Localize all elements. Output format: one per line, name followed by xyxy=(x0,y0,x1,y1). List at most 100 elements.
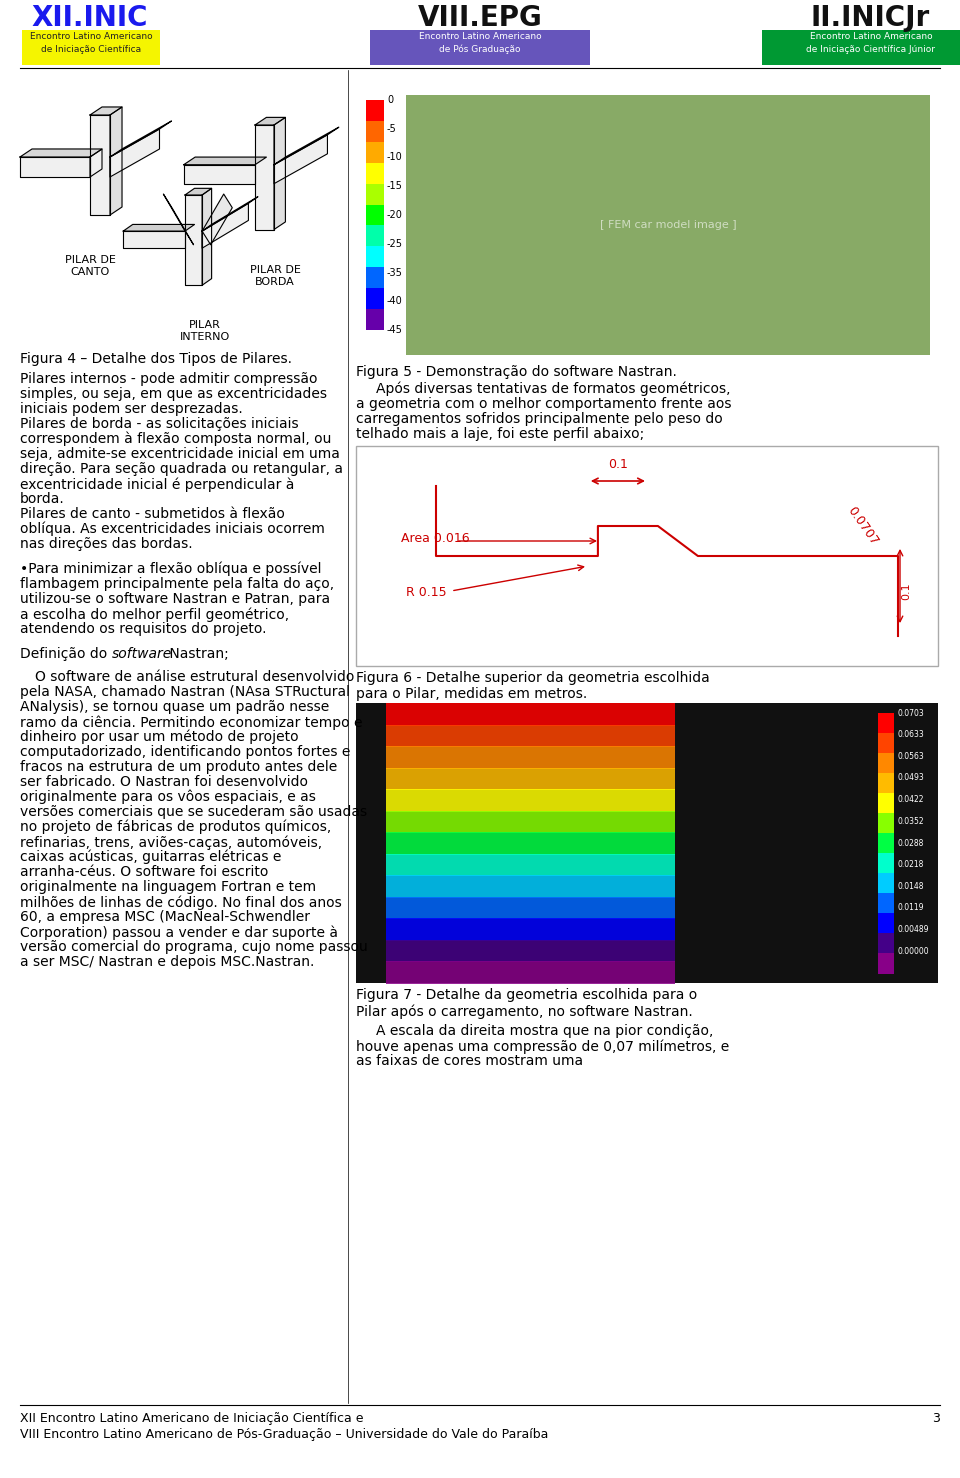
Text: Figura 5 - Demonstração do software Nastran.: Figura 5 - Demonstração do software Nast… xyxy=(356,365,677,378)
Text: VIII.EPG: VIII.EPG xyxy=(418,4,542,33)
Bar xyxy=(366,121,384,142)
Polygon shape xyxy=(203,204,249,248)
Text: a geometria com o melhor comportamento frente aos: a geometria com o melhor comportamento f… xyxy=(356,398,732,411)
Text: •Para minimizar a flexão oblíqua e possível: •Para minimizar a flexão oblíqua e possí… xyxy=(20,562,322,576)
Text: 3: 3 xyxy=(932,1411,940,1425)
Text: XII.INIC: XII.INIC xyxy=(32,4,148,33)
Text: seja, admite-se excentricidade inicial em uma: seja, admite-se excentricidade inicial e… xyxy=(20,446,340,461)
Text: 0.1: 0.1 xyxy=(901,582,911,600)
Bar xyxy=(878,834,894,854)
Text: -45: -45 xyxy=(387,325,403,336)
Text: no projeto de fábricas de produtos químicos,: no projeto de fábricas de produtos quími… xyxy=(20,820,331,835)
Bar xyxy=(386,897,675,919)
Polygon shape xyxy=(185,195,203,285)
Text: O software de análise estrutural desenvolvido: O software de análise estrutural desenvo… xyxy=(35,670,354,684)
Text: Corporation) passou a vender e dar suporte à: Corporation) passou a vender e dar supor… xyxy=(20,925,338,940)
Text: originalmente na linguagem Fortran e tem: originalmente na linguagem Fortran e tem xyxy=(20,879,316,894)
Text: Pilares de borda - as solicitações iniciais: Pilares de borda - as solicitações inici… xyxy=(20,417,299,432)
Bar xyxy=(878,733,894,754)
Polygon shape xyxy=(163,194,194,245)
Text: 0.0422: 0.0422 xyxy=(897,795,924,804)
Text: 0.00489: 0.00489 xyxy=(897,925,928,934)
Text: INTERNO: INTERNO xyxy=(180,333,230,341)
Text: 0.0707: 0.0707 xyxy=(845,504,881,548)
Bar xyxy=(386,918,675,941)
Text: CANTO: CANTO xyxy=(70,268,109,276)
Bar xyxy=(878,794,894,814)
Text: Pilares internos - pode admitir compressão: Pilares internos - pode admitir compress… xyxy=(20,372,318,386)
Text: computadorizado, identificando pontos fortes e: computadorizado, identificando pontos fo… xyxy=(20,745,350,760)
Bar xyxy=(386,704,675,726)
Bar xyxy=(366,226,384,247)
Text: carregamentos sofridos principalmente pelo peso do: carregamentos sofridos principalmente pe… xyxy=(356,412,723,426)
Text: pela NASA, chamado Nastran (NAsa STRuctural: pela NASA, chamado Nastran (NAsa STRuctu… xyxy=(20,684,350,699)
Text: Definição do: Definição do xyxy=(20,647,111,661)
Text: 0.0703: 0.0703 xyxy=(897,708,924,717)
Text: houve apenas uma compressão de 0,07 milímetros, e: houve apenas uma compressão de 0,07 milí… xyxy=(356,1039,730,1054)
Polygon shape xyxy=(20,149,102,157)
Text: fracos na estrutura de um produto antes dele: fracos na estrutura de um produto antes … xyxy=(20,760,337,774)
Text: atendendo os requisitos do projeto.: atendendo os requisitos do projeto. xyxy=(20,622,267,636)
Text: -20: -20 xyxy=(387,210,403,220)
Text: [ FEM car model image ]: [ FEM car model image ] xyxy=(600,220,736,231)
Text: a ser MSC/ Nastran e depois MSC.Nastran.: a ser MSC/ Nastran e depois MSC.Nastran. xyxy=(20,955,314,970)
Text: 60, a empresa MSC (MacNeal-Schwendler: 60, a empresa MSC (MacNeal-Schwendler xyxy=(20,910,310,924)
Bar xyxy=(386,940,675,962)
Text: simples, ou seja, em que as excentricidades: simples, ou seja, em que as excentricida… xyxy=(20,387,327,401)
Bar xyxy=(878,913,894,934)
Text: iniciais podem ser desprezadas.: iniciais podem ser desprezadas. xyxy=(20,402,243,415)
Text: ramo da ciência. Permitindo economizar tempo e: ramo da ciência. Permitindo economizar t… xyxy=(20,715,363,730)
Bar xyxy=(356,446,938,667)
Polygon shape xyxy=(110,129,159,177)
Polygon shape xyxy=(123,231,185,248)
Bar xyxy=(386,767,675,791)
Bar xyxy=(386,962,675,984)
Text: 0.0119: 0.0119 xyxy=(897,903,924,912)
Text: 0.0352: 0.0352 xyxy=(897,817,924,826)
Text: software: software xyxy=(112,647,172,661)
Bar xyxy=(386,746,675,769)
Bar xyxy=(878,893,894,913)
Text: refinarias, trens, aviões-caças, automóveis,: refinarias, trens, aviões-caças, automóv… xyxy=(20,835,323,850)
Text: 0.0218: 0.0218 xyxy=(897,860,924,869)
Text: 0.0148: 0.0148 xyxy=(897,882,924,891)
Polygon shape xyxy=(90,115,110,214)
Text: arranha-céus. O software foi escrito: arranha-céus. O software foi escrito xyxy=(20,865,269,879)
Polygon shape xyxy=(255,117,285,126)
Text: nas direções das bordas.: nas direções das bordas. xyxy=(20,537,193,551)
Text: telhado mais a laje, foi este perfil abaixo;: telhado mais a laje, foi este perfil aba… xyxy=(356,427,644,440)
Text: 0.0288: 0.0288 xyxy=(897,838,924,847)
Text: a escolha do melhor perfil geométrico,: a escolha do melhor perfil geométrico, xyxy=(20,607,289,622)
Text: R 0.15: R 0.15 xyxy=(406,585,446,599)
Bar xyxy=(366,204,384,226)
Text: ANalysis), se tornou quase um padrão nesse: ANalysis), se tornou quase um padrão nes… xyxy=(20,701,329,714)
Text: correspondem à flexão composta normal, ou: correspondem à flexão composta normal, o… xyxy=(20,432,331,446)
Bar xyxy=(366,247,384,268)
Polygon shape xyxy=(255,126,274,229)
Text: -40: -40 xyxy=(387,296,403,306)
Text: borda.: borda. xyxy=(20,492,64,505)
Text: dinheiro por usar um método de projeto: dinheiro por usar um método de projeto xyxy=(20,730,299,745)
Polygon shape xyxy=(183,164,255,183)
Polygon shape xyxy=(123,225,195,231)
Text: direção. Para seção quadrada ou retangular, a: direção. Para seção quadrada ou retangul… xyxy=(20,463,343,476)
Polygon shape xyxy=(203,197,258,231)
Bar xyxy=(878,813,894,834)
Text: milhões de linhas de código. No final dos anos: milhões de linhas de código. No final do… xyxy=(20,896,342,909)
Text: XII Encontro Latino Americano de Iniciação Científica e: XII Encontro Latino Americano de Iniciaç… xyxy=(20,1411,364,1425)
Polygon shape xyxy=(203,188,211,285)
Text: A escala da direita mostra que na pior condição,: A escala da direita mostra que na pior c… xyxy=(376,1024,713,1038)
Text: Encontro Latino Americano
de Pós Graduação: Encontro Latino Americano de Pós Graduaç… xyxy=(419,33,541,55)
Text: versão comercial do programa, cujo nome passou: versão comercial do programa, cujo nome … xyxy=(20,940,368,953)
Text: versões comerciais que se sucederam são usadas: versões comerciais que se sucederam são … xyxy=(20,806,367,819)
Bar xyxy=(366,163,384,183)
Text: 0.0563: 0.0563 xyxy=(897,752,924,761)
Text: PILAR DE: PILAR DE xyxy=(64,256,115,265)
Bar xyxy=(366,142,384,163)
Polygon shape xyxy=(20,157,90,177)
Text: ser fabricado. O Nastran foi desenvolvido: ser fabricado. O Nastran foi desenvolvid… xyxy=(20,774,308,789)
Bar xyxy=(878,773,894,794)
Bar xyxy=(386,811,675,834)
Text: BORDA: BORDA xyxy=(255,276,295,287)
Text: -5: -5 xyxy=(387,124,396,133)
